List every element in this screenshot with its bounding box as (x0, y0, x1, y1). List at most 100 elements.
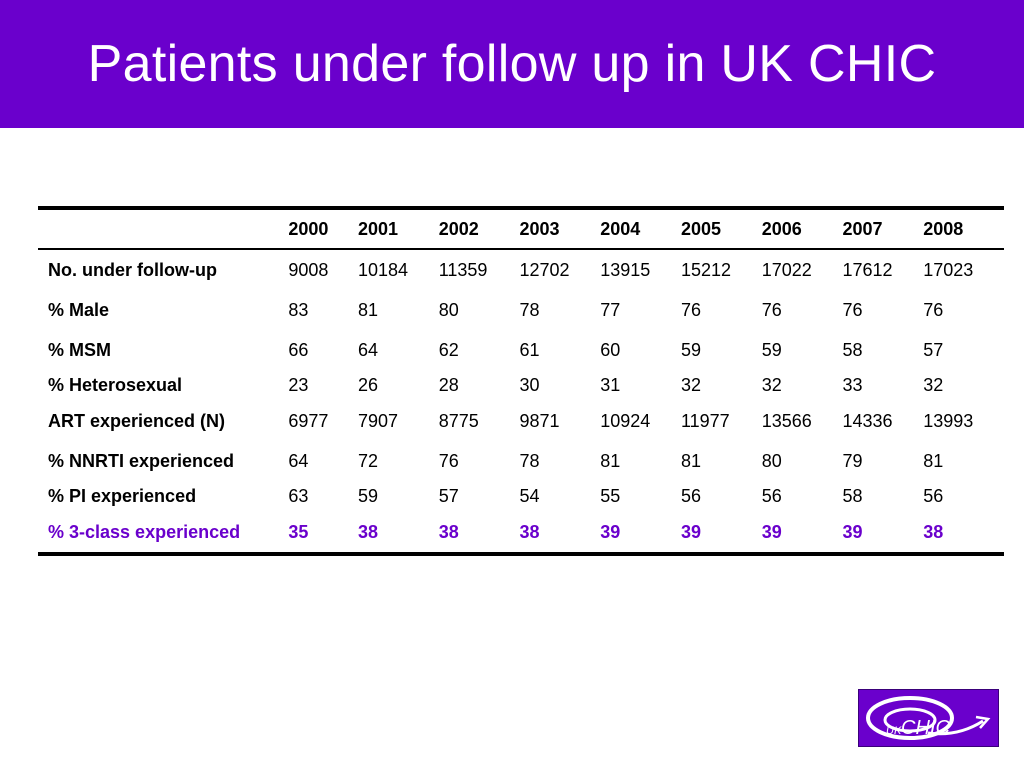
slide-title: Patients under follow up in UK CHIC (87, 35, 937, 93)
table-cell: 13993 (923, 410, 974, 431)
table-cell: 60 (600, 339, 621, 360)
year-header: 2008 (923, 218, 964, 239)
table-cell: 76 (842, 299, 863, 320)
table-cell: 76 (680, 299, 701, 320)
year-header: 2006 (761, 218, 802, 239)
table-cell: 38 (519, 521, 540, 542)
table-cell: 17023 (923, 259, 974, 280)
table-row: ART experienced (N) 6977 7907 8775 9871 … (38, 401, 1004, 441)
table-row: % PI experienced 63 59 57 54 55 56 56 58… (38, 481, 1004, 512)
table-cell: 17022 (761, 259, 812, 280)
uk-chic-logo: UK CHIC (858, 689, 999, 747)
table-cell: 81 (600, 450, 621, 471)
table-cell: 59 (357, 486, 378, 506)
table-cell: 56 (761, 486, 782, 506)
table-cell: 62 (438, 339, 459, 360)
table-row: % Male 83 81 80 78 77 76 76 76 76 (38, 290, 1004, 330)
table-cell: 81 (923, 450, 944, 471)
table-cell: 61 (519, 339, 540, 360)
title-bar (0, 0, 1024, 128)
year-header: 2000 (288, 218, 329, 239)
table-cell: 76 (438, 450, 459, 471)
year-header: 2005 (680, 218, 722, 239)
patients-table: 2000 2001 2002 2003 2004 2005 2006 2007 … (38, 206, 1004, 556)
table-cell: 58 (842, 486, 863, 506)
table-cell: 55 (600, 486, 621, 506)
row-label: No. under follow-up (48, 259, 217, 280)
table-cell: 38 (357, 521, 378, 542)
table-cell: 9008 (288, 259, 329, 280)
row-label: ART experienced (N) (48, 410, 226, 431)
table-cell: 54 (519, 486, 540, 506)
table-cell: 76 (923, 299, 944, 320)
table-cell: 58 (842, 339, 863, 360)
table-cell: 10924 (600, 410, 651, 431)
table-cell: 26 (357, 375, 378, 395)
table-cell: 72 (357, 450, 378, 471)
table-cell: 39 (680, 521, 701, 542)
table-cell: 6977 (288, 410, 329, 431)
table-header-row: 2000 2001 2002 2003 2004 2005 2006 2007 … (38, 208, 1004, 249)
year-header: 2004 (600, 218, 641, 239)
table-cell: 57 (438, 486, 459, 506)
table-cell: 59 (761, 339, 782, 360)
table-cell: 39 (842, 521, 863, 542)
table-cell: 78 (519, 299, 540, 320)
table-cell: 59 (680, 339, 701, 360)
year-header: 2007 (842, 218, 883, 239)
table-cell: 32 (761, 375, 782, 395)
uk-chic-logo-icon: UK CHIC (858, 689, 999, 747)
table-cell: 35 (288, 521, 309, 542)
row-label: % 3-class experienced (48, 521, 241, 542)
table-cell: 39 (600, 521, 621, 542)
year-header: 2001 (357, 218, 399, 239)
table-cell: 9871 (519, 410, 560, 431)
table-cell: 80 (438, 299, 459, 320)
table-cell: 30 (519, 375, 540, 395)
table-cell: 12702 (519, 259, 570, 280)
table-cell: 64 (288, 450, 309, 471)
year-header: 2003 (519, 218, 560, 239)
row-label: % PI experienced (48, 486, 197, 506)
table-cell: 10184 (357, 259, 409, 280)
table-cell: 77 (600, 299, 621, 320)
row-label: % NNRTI experienced (48, 450, 235, 471)
table-row: No. under follow-up 9008 10184 11359 127… (38, 249, 1004, 290)
table-row: % NNRTI experienced 64 72 76 78 81 81 80… (38, 441, 1004, 481)
table-cell: 83 (288, 299, 309, 320)
data-table-container: 2000 2001 2002 2003 2004 2005 2006 2007 … (38, 206, 1004, 556)
table-cell: 38 (438, 521, 459, 542)
table-cell: 31 (600, 375, 621, 395)
table-cell: 38 (923, 521, 944, 542)
table-cell: 79 (842, 450, 863, 471)
table-cell: 66 (288, 339, 309, 360)
table-row: % Heterosexual 23 26 28 30 31 32 32 33 3… (38, 370, 1004, 401)
table-cell: 81 (680, 450, 701, 471)
table-row-highlight: % 3-class experienced 35 38 38 38 39 39 … (38, 512, 1004, 554)
table-cell: 76 (761, 299, 782, 320)
year-header: 2002 (438, 218, 479, 239)
table-row: % MSM 66 64 62 61 60 59 59 58 57 (38, 330, 1004, 370)
table-cell: 33 (842, 375, 863, 395)
table-cell: 8775 (438, 410, 479, 431)
table-cell: 63 (288, 486, 309, 506)
table-cell: 11977 (680, 410, 730, 431)
table-cell: 14336 (842, 410, 893, 431)
logo-chic-text: CHIC (901, 717, 950, 739)
table-cell: 81 (357, 299, 378, 320)
table-cell: 39 (761, 521, 782, 542)
table-cell: 56 (680, 486, 701, 506)
row-label: % MSM (48, 339, 111, 360)
table-cell: 23 (288, 375, 309, 395)
table-cell: 57 (923, 339, 944, 360)
table-cell: 32 (923, 375, 944, 395)
table-cell: 78 (519, 450, 540, 471)
table-cell: 17612 (842, 259, 893, 280)
row-label: % Heterosexual (48, 375, 183, 395)
logo-uk-text: UK (886, 725, 902, 737)
table-cell: 64 (357, 339, 378, 360)
table-cell: 7907 (357, 410, 399, 431)
table-cell: 80 (761, 450, 782, 471)
table-cell: 11359 (438, 259, 488, 280)
